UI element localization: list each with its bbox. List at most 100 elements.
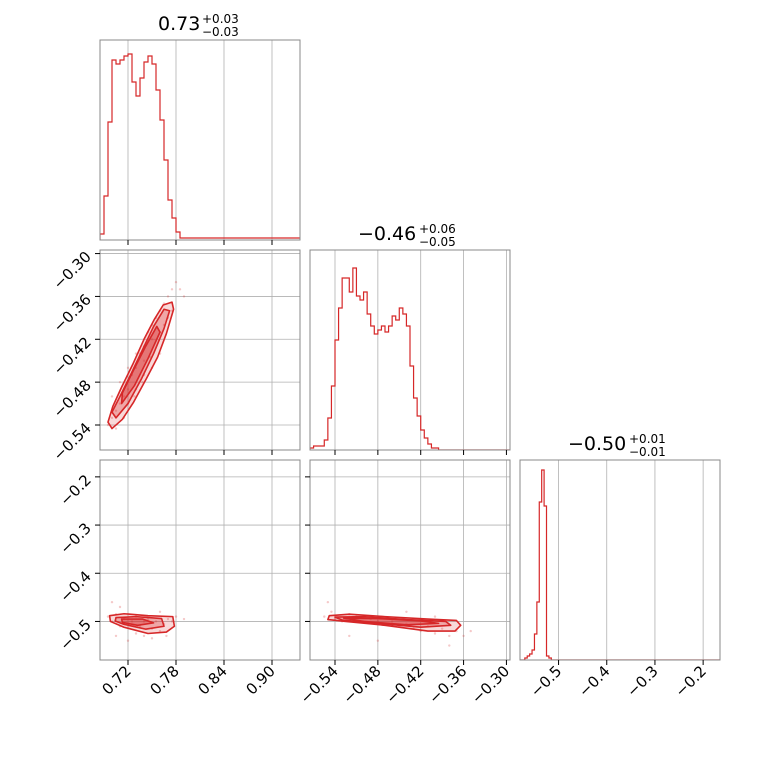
- hist-p2-xtick-label-1: −0.4: [575, 662, 613, 700]
- joint-p0-p1-contour-1: [111, 308, 171, 419]
- joint-p1-p2-point-0: [323, 615, 326, 618]
- hist-p2-bars: [520, 469, 720, 660]
- joint-p1-p2-xtick-label-0: −0.54: [297, 662, 342, 707]
- joint-p1-p2-xtick-label-3: −0.36: [425, 662, 470, 707]
- joint-p0-p2-frame: [99, 459, 301, 661]
- joint-p1-p2-point-16: [433, 632, 437, 635]
- joint-p0-p2-point-19: [118, 605, 122, 609]
- joint-p0-p1-point-37: [133, 395, 136, 398]
- joint-p1-p2-point-25: [433, 615, 437, 618]
- joint-p0-p1-point-38: [141, 380, 144, 384]
- title-p0-plus: +0.03: [202, 12, 239, 26]
- joint-p0-p1-contour-2: [120, 325, 161, 405]
- joint-p1-p2: −0.54−0.48−0.42−0.36−0.30: [297, 459, 513, 707]
- joint-p0-p1-contour-0: [107, 301, 175, 430]
- hist-p0-frame: [99, 39, 301, 241]
- hist-p2-frame: [519, 459, 721, 661]
- joint-p0-p2-xtick-label-0: 0.72: [98, 662, 134, 698]
- joint-p0-p2-point-6: [130, 620, 134, 623]
- joint-p0-p1-point-4: [122, 395, 126, 398]
- joint-p0-p2-point-16: [170, 620, 174, 623]
- plot-layer: −0.5 −0.4 −0.3 −0.2−0.30−0.36−0.42−0.48−0.5…: [50, 39, 721, 707]
- joint-p0-p1-point-25: [150, 338, 154, 341]
- joint-p1-p2-xtick-label-4: −0.30: [468, 662, 513, 707]
- joint-p1-p2-point-18: [448, 634, 451, 638]
- joint-p0-p1-point-20: [110, 395, 114, 398]
- joint-p0-p2-ytick-label-3: −0.5: [56, 616, 94, 654]
- joint-p0-p2-point-10: [146, 617, 150, 621]
- title-p1-value: −0.46: [358, 223, 416, 245]
- joint-p1-p2-point-17: [440, 627, 444, 630]
- hist-p1-frame: [309, 249, 511, 451]
- joint-p1-p2-point-22: [348, 634, 351, 638]
- joint-p0-p2-point-21: [126, 639, 130, 642]
- joint-p0-p2-ytick-label-2: −0.4: [56, 567, 94, 605]
- joint-p0-p1-point-24: [142, 359, 146, 362]
- joint-p0-p1-point-3: [118, 402, 122, 405]
- joint-p0-p2: 0.72 0.78 0.84 0.90 −0.2 −0.3 −0.4 −0.5: [56, 459, 301, 698]
- joint-p1-p2-point-26: [448, 644, 451, 647]
- joint-p0-p1-point-21: [118, 380, 122, 384]
- joint-p1-p2-point-10: [390, 620, 394, 623]
- joint-p1-p2-contour-2: [342, 617, 440, 626]
- joint-p0-p2-point-17: [174, 615, 178, 618]
- joint-p0-p2-point-24: [150, 637, 154, 640]
- hist-p0: [99, 39, 301, 245]
- title-p0-value: 0.73: [158, 13, 200, 35]
- hist-p2: −0.5 −0.4 −0.3 −0.2: [519, 459, 721, 701]
- joint-p0-p1-point-22: [126, 366, 130, 370]
- joint-p0-p1-point-2: [114, 409, 118, 412]
- title-p1-minus: −0.05: [419, 235, 456, 249]
- title-p2-minus: −0.01: [629, 445, 666, 459]
- joint-p0-p1-ytick-label-0: −0.30: [50, 248, 95, 293]
- joint-p0-p2-xtick-label-2: 0.84: [194, 662, 230, 698]
- joint-p0-p2-point-22: [134, 632, 138, 635]
- joint-p0-p2-ytick-label-1: −0.3: [56, 519, 94, 557]
- hist-p2-xtick-label-3: −0.2: [671, 662, 709, 700]
- title-p1: −0.46 +0.06 −0.05: [358, 222, 456, 249]
- hist-p2-xtick-label-0: −0.5: [527, 662, 565, 700]
- title-p2-value: −0.50: [568, 433, 626, 455]
- joint-p1-p2-xtick-label-2: −0.42: [382, 662, 427, 707]
- hist-p2-xtick-label-2: −0.3: [623, 662, 661, 700]
- joint-p0-p2-ytick-label-0: −0.2: [56, 471, 94, 509]
- joint-p0-p1-ytick-label-3: −0.48: [50, 376, 95, 421]
- joint-p1-p2-frame: [309, 459, 511, 661]
- joint-p0-p2-point-18: [110, 600, 114, 604]
- joint-p0-p2-point-13: [158, 629, 162, 633]
- joint-p1-p2-point-23: [376, 639, 380, 642]
- joint-p0-p2-point-9: [142, 620, 146, 623]
- title-p0-minus: −0.03: [202, 25, 239, 39]
- hist-p1-bars: [310, 267, 510, 450]
- joint-p1-p2-point-1: [330, 610, 333, 614]
- joint-p0-p2-point-25: [158, 610, 162, 614]
- joint-p0-p2-point-20: [114, 634, 118, 638]
- joint-p0-p2-point-12: [154, 620, 158, 623]
- joint-p0-p1-ytick-label-4: −0.54: [50, 419, 95, 464]
- joint-p0-p1-point-35: [114, 427, 118, 430]
- joint-p0-p1: −0.30−0.36−0.42−0.48−0.54: [50, 248, 301, 464]
- joint-p0-p1-point-18: [178, 288, 182, 291]
- joint-p1-p2-xtick-label-1: −0.48: [339, 662, 384, 707]
- title-p0: 0.73 +0.03 −0.03: [158, 12, 239, 39]
- hist-p1: [309, 249, 511, 455]
- title-p1-plus: +0.06: [419, 222, 456, 236]
- joint-p1-p2-point-21: [326, 600, 330, 604]
- hist-p0-bars: [100, 53, 300, 240]
- joint-p0-p1-ytick-label-2: −0.42: [50, 333, 95, 378]
- joint-p0-p1-point-5: [126, 388, 130, 391]
- joint-p0-p1-point-16: [170, 288, 174, 291]
- joint-p0-p2-contour-2: [120, 618, 155, 627]
- joint-p1-p2-point-27: [469, 629, 472, 633]
- joint-p0-p2-xtick-label-1: 0.78: [146, 662, 182, 698]
- joint-p1-p2-point-24: [405, 610, 408, 614]
- joint-p0-p1-point-17: [174, 280, 178, 284]
- joint-p0-p2-point-15: [166, 617, 170, 621]
- joint-p0-p1-point-19: [182, 295, 186, 298]
- joint-p0-p2-point-23: [142, 634, 146, 638]
- joint-p0-p2-point-26: [165, 634, 168, 638]
- joint-p0-p1-point-1: [110, 416, 114, 420]
- joint-p1-p2-point-20: [462, 634, 465, 638]
- joint-p0-p2-xtick-label-3: 0.90: [242, 662, 278, 698]
